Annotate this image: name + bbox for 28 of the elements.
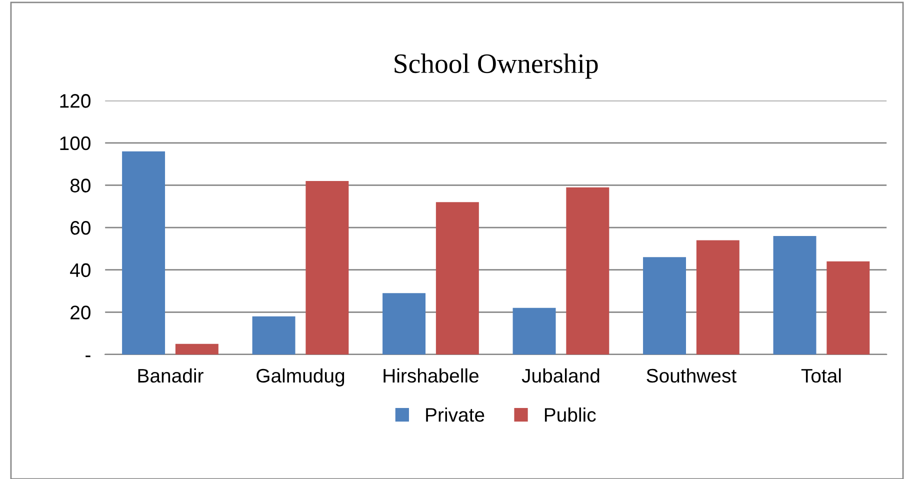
bar [306,180,349,354]
bar [436,202,479,354]
y-tick-label: - [86,356,90,358]
x-tick-label: Hirshabelle [384,368,478,383]
bar [643,257,686,354]
x-tick-label: Galmudug [256,368,344,386]
x-tick-label: Jubaland [522,368,600,383]
bar [826,261,870,354]
bar [773,236,816,354]
bar [696,240,740,354]
y-tick-label: 20 [70,306,90,320]
bar [252,316,296,354]
chart-title: School Ownership [394,54,598,79]
y-tick-label: 100 [60,136,90,150]
bar [512,308,556,354]
legend-label: Public [544,408,596,422]
bar [122,151,166,354]
legend-label: Private [426,408,484,422]
bar [566,187,610,354]
x-tick-label: Total [801,368,841,383]
bar [382,293,426,354]
bar [175,344,218,354]
y-tick-label: 60 [70,220,90,235]
y-tick-label: 120 [60,94,90,108]
x-tick-label: Banadir [138,368,204,383]
x-tick-label: Southwest [646,368,736,383]
y-tick-label: 80 [70,178,90,192]
y-tick-label: 40 [70,263,90,278]
